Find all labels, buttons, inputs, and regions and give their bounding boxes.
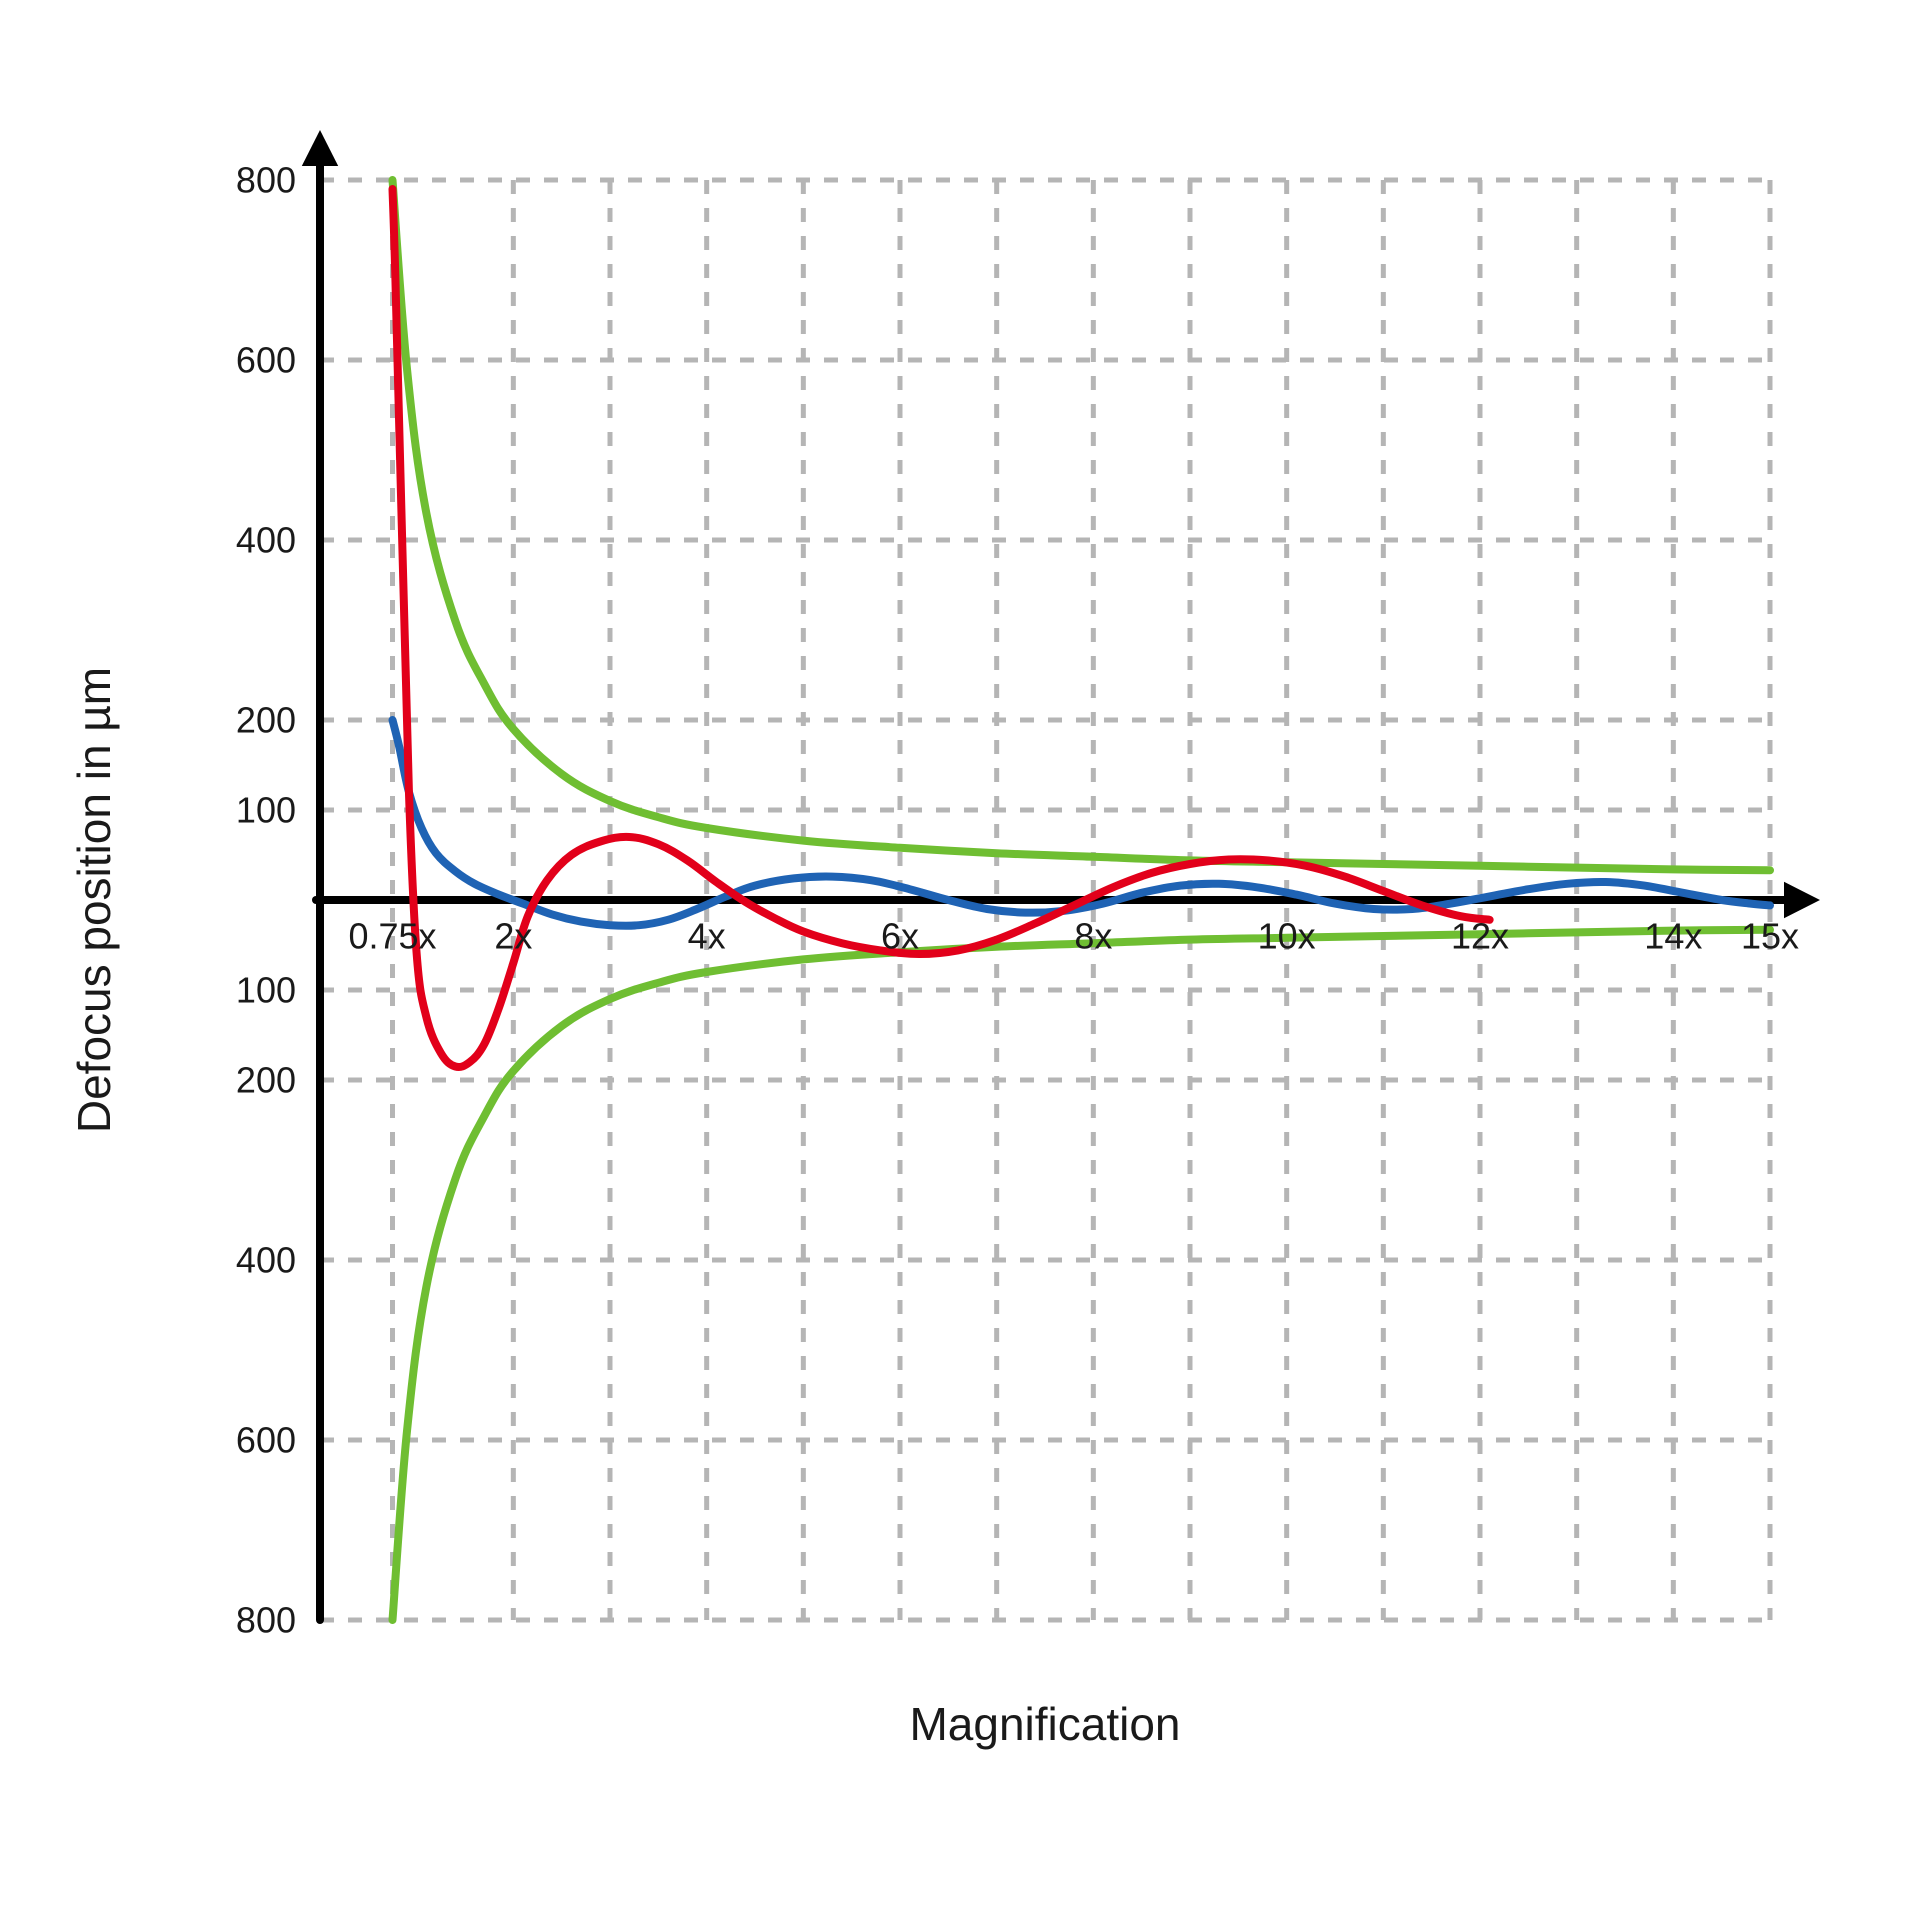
y-tick-label: 800 xyxy=(236,1600,296,1641)
y-tick-label: 400 xyxy=(236,1240,296,1281)
y-tick-label: 200 xyxy=(236,1060,296,1101)
x-tick-label: 6x xyxy=(881,916,919,957)
x-tick-label: 12x xyxy=(1451,916,1509,957)
chart-svg: 0.75x 2x 4x 6x 8x 10x 12x 14x 15x 800 600 400 200 100… xyxy=(0,0,1920,1920)
x-tick-label: 14x xyxy=(1644,916,1702,957)
y-tick-label: 100 xyxy=(236,970,296,1011)
x-axis-label: Magnification xyxy=(909,1698,1180,1750)
y-tick-label: 600 xyxy=(236,1420,296,1461)
y-tick-label: 800 xyxy=(236,160,296,201)
y-axis-label: Defocus position in µm xyxy=(68,667,120,1133)
x-tick-label: 2x xyxy=(494,916,532,957)
y-tick-label: 400 xyxy=(236,520,296,561)
y-tick-label: 100 xyxy=(236,790,296,831)
y-tick-label: 200 xyxy=(236,700,296,741)
x-tick-label: 4x xyxy=(688,916,726,957)
x-tick-label: 15x xyxy=(1741,916,1799,957)
y-tick-label: 600 xyxy=(236,340,296,381)
x-tick-label: 0.75x xyxy=(348,916,436,957)
chart-container: 0.75x 2x 4x 6x 8x 10x 12x 14x 15x 800 600 400 200 100… xyxy=(0,0,1920,1920)
x-tick-label: 8x xyxy=(1074,916,1112,957)
x-tick-label: 10x xyxy=(1258,916,1316,957)
